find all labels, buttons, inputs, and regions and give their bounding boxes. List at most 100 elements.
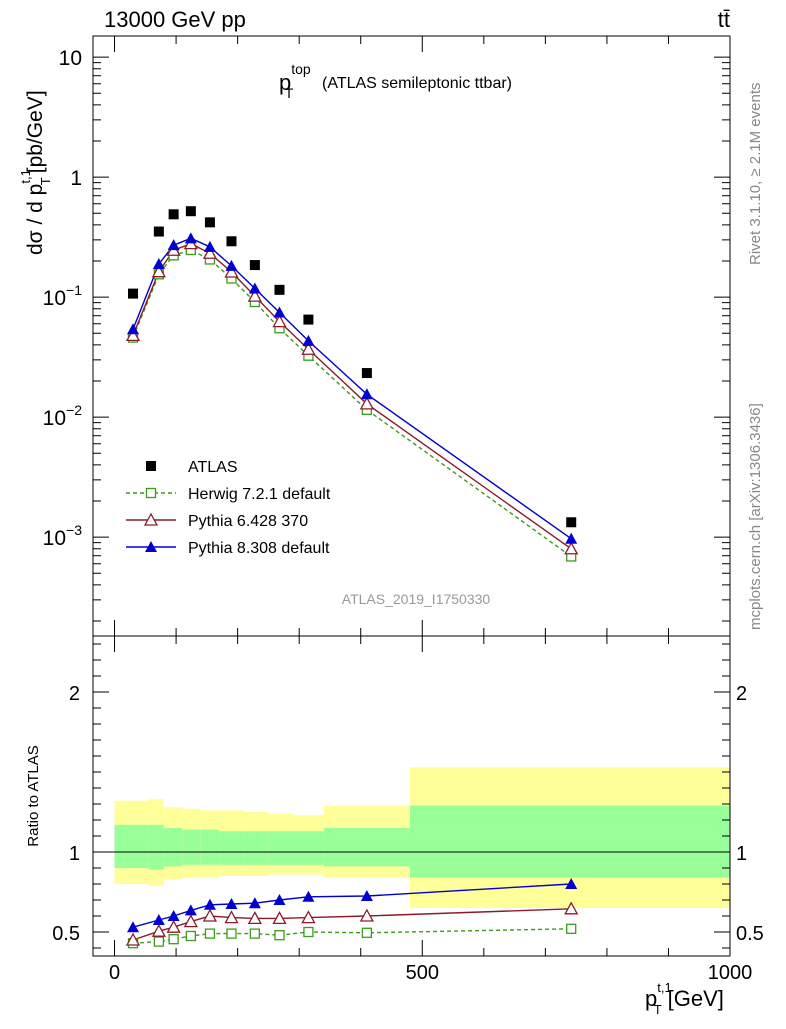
ratio-band-inner-4	[200, 829, 220, 865]
main-point-series-3-7	[273, 306, 286, 318]
ratio-point-series-0-9	[361, 927, 373, 938]
ratio-band-inner-7	[268, 831, 294, 865]
ratio-plot-panel: 0 500 1000 0.5 0.5 1 1 2 2 Ratio to ATLAS pt,1 T […	[25, 635, 764, 1017]
main-ytick-label-base: 10	[43, 527, 66, 550]
ratio-ytick-label-right: 0.5	[736, 923, 764, 945]
main-ytick-label-base: 10	[43, 287, 66, 310]
ratio-point-series-1-1	[151, 923, 166, 937]
main-point-series-0-1	[153, 226, 164, 237]
legend-marker-1	[145, 487, 157, 499]
ratio-xlabel-suffix: [GeV]	[668, 986, 724, 1011]
main-ylabel: dσ / d pt,1 T [pb/GeV]	[18, 90, 53, 255]
main-point-series-2-4	[202, 245, 218, 259]
ratio-band-inner-3	[182, 829, 201, 865]
rivet-label: Rivet 3.1.10, ≥ 2.1M events	[747, 83, 764, 266]
main-ytick-label-exp: −1	[66, 282, 82, 298]
main-ylabel-sup: t,1	[18, 169, 33, 183]
main-point-series-0-9	[361, 368, 372, 379]
main-point-series-0-8	[303, 314, 314, 325]
ratio-band-inner-0	[114, 824, 149, 868]
ratio-band-inner-8	[293, 831, 324, 865]
main-point-series-0-7	[274, 284, 285, 295]
ratio-point-series-2-3	[184, 904, 197, 916]
main-point-series-0-6	[249, 260, 260, 271]
legend-marker-2	[143, 512, 159, 526]
main-title-sup: top	[291, 61, 311, 77]
energy-label: 13000 GeV pp	[104, 7, 246, 32]
main-point-series-3-6	[248, 282, 261, 294]
main-point-series-3-9	[360, 388, 373, 400]
main-title: ptop T	[279, 61, 311, 101]
ratio-ytick-label-left: 2	[69, 683, 80, 705]
main-ytick-label: 10−1	[43, 282, 83, 310]
main-point-series-0-10	[566, 517, 577, 528]
ratio-plot-frame	[92, 635, 731, 957]
ratio-xlabel: pt,1 T [GeV]	[645, 980, 724, 1017]
ratio-band-inner-5	[219, 831, 244, 865]
main-ytick-label: 10−3	[43, 522, 83, 550]
ratio-point-series-0-1	[153, 936, 165, 947]
main-title-p: p	[279, 70, 291, 95]
process-label: tt̄	[718, 7, 730, 32]
ratio-point-series-1-4	[202, 908, 218, 922]
ratio-point-series-2-10	[565, 878, 578, 889]
mcplots-label: mcplots.cern.ch [arXiv:1306.3436]	[747, 403, 764, 630]
ratio-xlabel-sup: t,1	[657, 980, 671, 995]
ratio-point-series-1-2	[166, 919, 181, 933]
main-point-series-3-5	[225, 259, 238, 271]
main-point-series-2-6	[247, 288, 262, 302]
ratio-point-series-1-7	[272, 911, 287, 925]
main-ytick-label: 1	[70, 167, 82, 190]
ratio-point-series-0-7	[274, 930, 285, 941]
main-point-series-3-2	[167, 239, 180, 251]
legend-label-1: Herwig 7.2.1 default	[188, 486, 331, 503]
main-ytick-label-exp: −2	[66, 402, 82, 418]
main-title-sub: T	[285, 85, 294, 101]
main-point-series-3-8	[302, 334, 315, 346]
ratio-band-inner-2	[163, 828, 183, 867]
ratio-point-series-2-4	[203, 898, 216, 910]
main-point-series-3-1	[152, 257, 165, 269]
ratio-ytick-label-right: 2	[736, 683, 747, 705]
ratio-point-series-2-0	[127, 921, 140, 933]
main-ytick-label-base: 10	[43, 407, 66, 430]
main-point-series-0-5	[226, 236, 237, 247]
ratio-point-series-2-7	[273, 894, 286, 905]
main-point-series-0-0	[128, 288, 139, 299]
ratio-point-series-0-8	[303, 926, 314, 938]
ratio-point-series-0-3	[185, 930, 197, 942]
main-ytick-label: 10	[59, 47, 82, 70]
ratio-band-inner-10	[409, 805, 730, 878]
main-ylabel-suffix: [pb/GeV]	[24, 90, 47, 173]
main-point-series-2-1	[151, 264, 166, 278]
main-ytick-label-exp: −3	[66, 522, 82, 538]
main-point-series-3-4	[203, 240, 216, 252]
ratio-band-inner-9	[323, 828, 410, 867]
main-point-series-2-10	[564, 541, 579, 555]
main-point-series-3-10	[565, 532, 578, 544]
ratio-xtick-label: 500	[406, 962, 439, 984]
ratio-point-series-1-5	[224, 910, 239, 924]
ratio-ylabel: Ratio to ATLAS	[25, 745, 42, 846]
main-ylabel-sub: T	[38, 177, 53, 185]
ratio-xlabel-p: p	[645, 986, 657, 1011]
ratio-point-series-1-10	[564, 901, 579, 915]
ratio-point-series-2-2	[167, 910, 180, 921]
ratio-ytick-label-right: 1	[736, 843, 747, 865]
legend: ATLAS Herwig 7.2.1 default Pythia 6.428 37…	[126, 459, 331, 557]
main-point-series-0-2	[168, 209, 179, 220]
ratio-point-series-1-8	[301, 910, 316, 924]
analysis-label: ATLAS_2019_I1750330	[342, 591, 491, 607]
ratio-point-series-0-5	[226, 928, 237, 939]
main-ylabel-prefix: dσ / d p	[24, 184, 47, 255]
legend-marker-3	[145, 541, 157, 552]
ratio-point-series-2-8	[302, 890, 315, 902]
main-title-suffix: (ATLAS semileptonic ttbar)	[322, 75, 512, 92]
ratio-point-series-1-3	[183, 914, 198, 928]
main-point-series-2-7	[272, 314, 287, 328]
main-point-series-0-4	[204, 217, 215, 228]
ratio-line-series-0	[132, 928, 572, 944]
main-point-series-3-3	[184, 232, 197, 244]
